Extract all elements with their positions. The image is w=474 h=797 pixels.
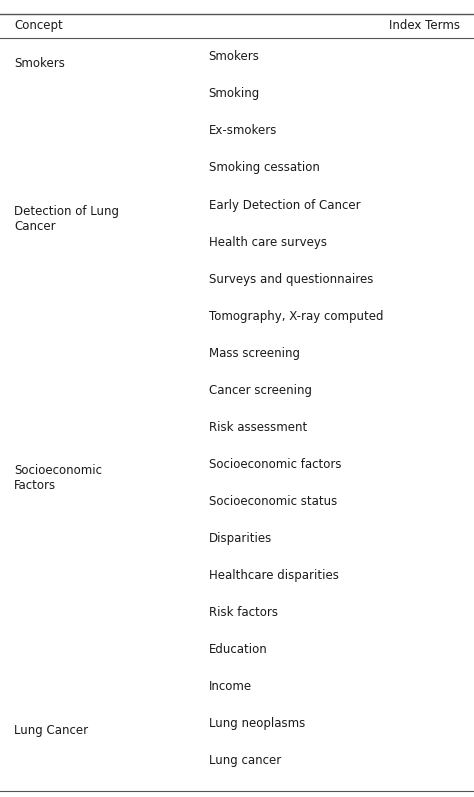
- Text: Mass screening: Mass screening: [209, 347, 300, 359]
- Text: Risk factors: Risk factors: [209, 607, 278, 619]
- Text: Index Terms: Index Terms: [389, 19, 460, 32]
- Text: Socioeconomic
Factors: Socioeconomic Factors: [14, 465, 102, 493]
- Text: Smoking: Smoking: [209, 88, 260, 100]
- Text: Smokers: Smokers: [209, 50, 259, 63]
- Text: Concept: Concept: [14, 19, 63, 32]
- Text: Income: Income: [209, 681, 252, 693]
- Text: Lung neoplasms: Lung neoplasms: [209, 717, 305, 730]
- Text: Health care surveys: Health care surveys: [209, 236, 327, 249]
- Text: Surveys and questionnaires: Surveys and questionnaires: [209, 273, 373, 285]
- Text: Risk assessment: Risk assessment: [209, 421, 307, 434]
- Text: Detection of Lung
Cancer: Detection of Lung Cancer: [14, 205, 119, 233]
- Text: Tomography, X-ray computed: Tomography, X-ray computed: [209, 310, 383, 323]
- Text: Healthcare disparities: Healthcare disparities: [209, 569, 338, 582]
- Text: Lung Cancer: Lung Cancer: [14, 724, 88, 737]
- Text: Early Detection of Cancer: Early Detection of Cancer: [209, 198, 360, 211]
- Text: Smokers: Smokers: [14, 57, 65, 70]
- Text: Ex-smokers: Ex-smokers: [209, 124, 277, 137]
- Text: Smoking cessation: Smoking cessation: [209, 162, 319, 175]
- Text: Socioeconomic status: Socioeconomic status: [209, 495, 337, 508]
- Text: Cancer screening: Cancer screening: [209, 384, 311, 397]
- Text: Education: Education: [209, 643, 267, 656]
- Text: Socioeconomic factors: Socioeconomic factors: [209, 458, 341, 471]
- Text: Disparities: Disparities: [209, 532, 272, 545]
- Text: Lung cancer: Lung cancer: [209, 755, 281, 768]
